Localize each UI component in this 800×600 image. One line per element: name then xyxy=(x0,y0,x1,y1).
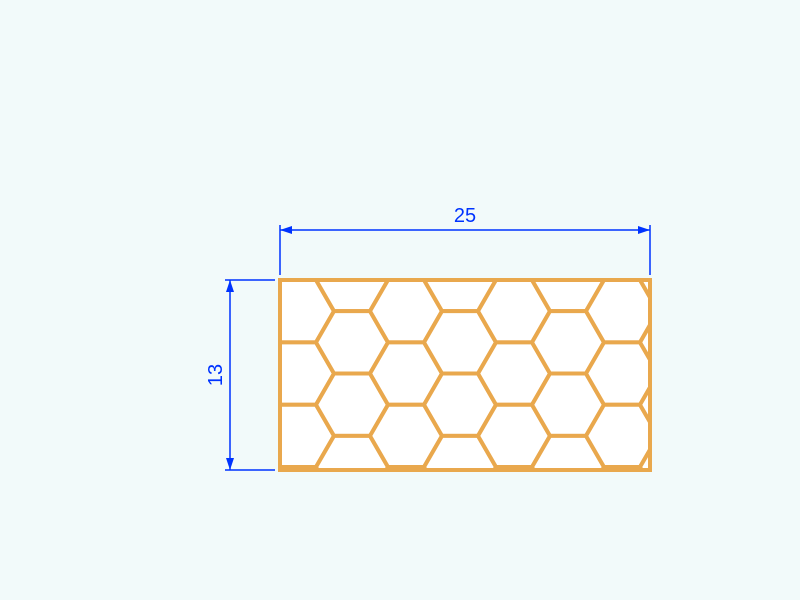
arrowhead-bottom xyxy=(226,458,234,470)
arrowhead-right xyxy=(638,226,650,234)
technical-drawing-svg: 25 13 xyxy=(100,50,700,550)
arrowhead-left xyxy=(280,226,292,234)
diagram-container: 25 13 xyxy=(100,50,700,550)
dimension-height: 13 xyxy=(205,280,275,470)
height-label: 13 xyxy=(205,364,227,386)
dimension-width: 25 xyxy=(280,205,650,275)
arrowhead-top xyxy=(226,280,234,292)
width-label: 25 xyxy=(454,205,476,227)
